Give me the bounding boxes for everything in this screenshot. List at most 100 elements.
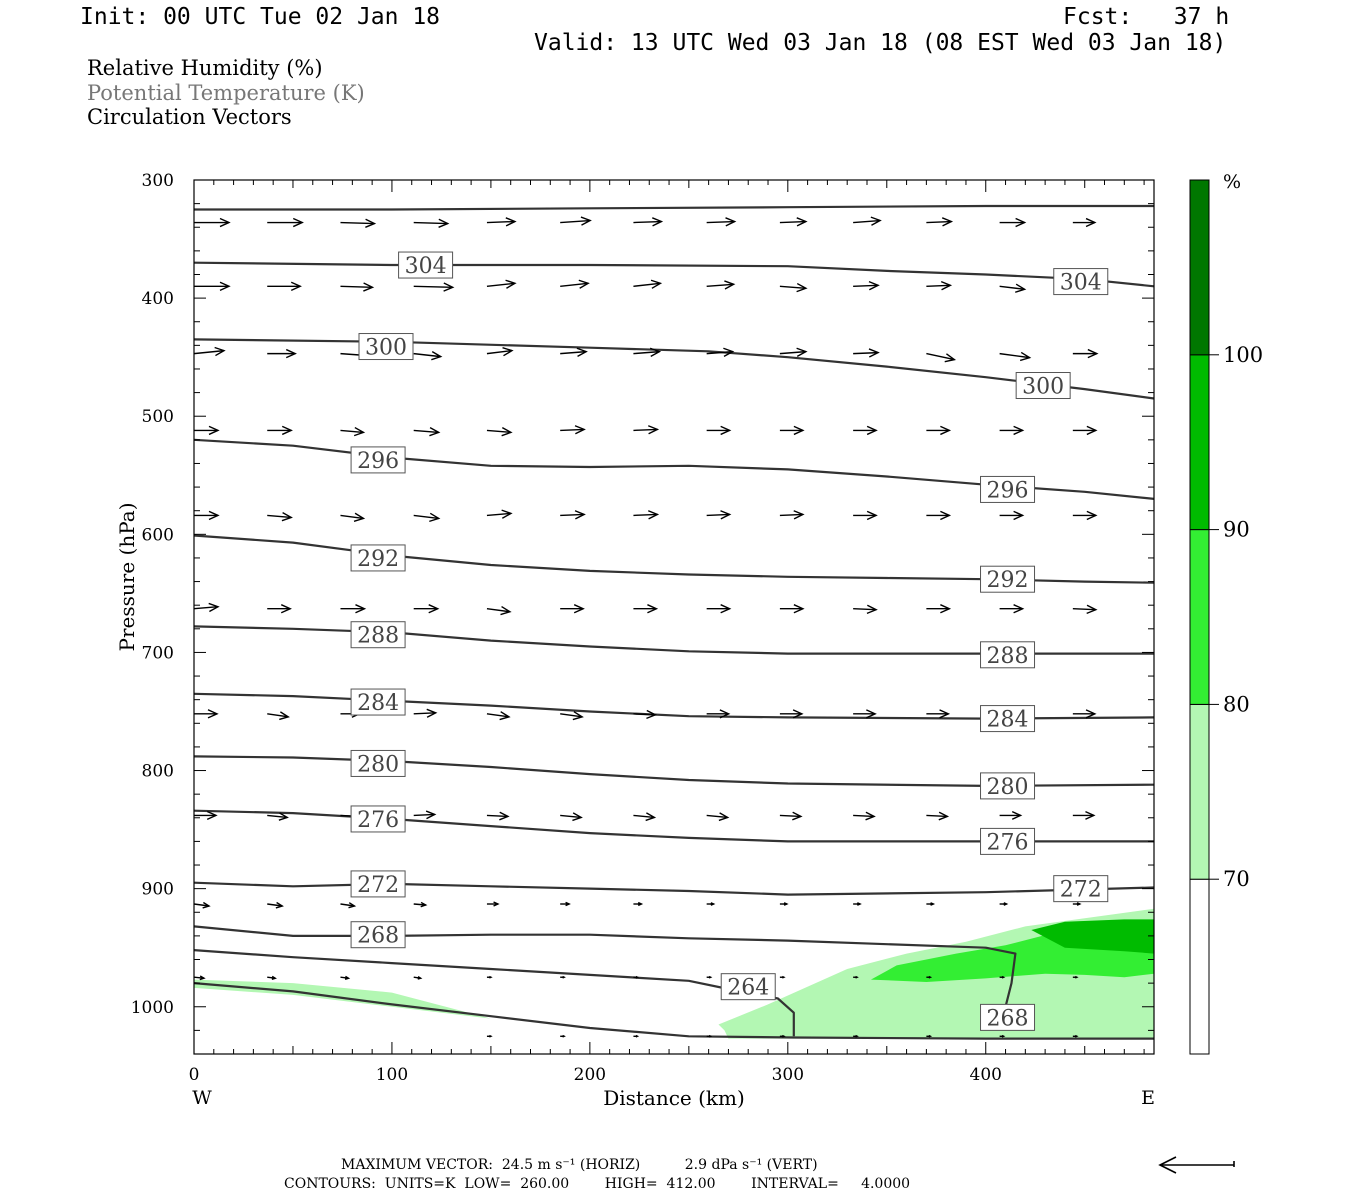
circulation-vector — [193, 901, 211, 909]
vector-head — [431, 350, 443, 361]
colorbar-segment — [1189, 878, 1210, 1055]
contour-label-288: 288 — [980, 641, 1036, 669]
circulation-vector — [1072, 902, 1082, 906]
vector-head — [429, 427, 441, 437]
vector-shaft — [926, 352, 955, 361]
circulation-vector — [706, 510, 732, 520]
vector-shaft — [560, 282, 589, 287]
vector-head — [865, 811, 876, 821]
circulation-vector — [1072, 811, 1096, 820]
circulation-vector — [706, 280, 736, 290]
circulation-vector — [194, 510, 220, 521]
vector-shaft — [413, 221, 448, 225]
vector-head — [573, 604, 585, 614]
vector-head — [348, 902, 357, 909]
vector-head — [868, 348, 880, 358]
contour-label-text: 276 — [987, 830, 1029, 855]
vector-head — [219, 217, 231, 228]
circulation-vector — [1072, 604, 1098, 615]
theta-contour-304 — [193, 261, 1155, 288]
vector-head — [940, 604, 952, 614]
vector-shaft — [560, 350, 587, 355]
vector-shaft — [779, 350, 806, 355]
vector-head — [866, 510, 878, 521]
contour-label-box — [1053, 268, 1109, 296]
y-tick-label: 1000 — [131, 998, 174, 1018]
contour-label-box — [1053, 875, 1109, 903]
circulation-vector — [999, 283, 1027, 293]
vector-shaft — [706, 513, 730, 517]
vector-head — [647, 604, 659, 614]
vector-head — [279, 711, 290, 721]
contour-label-288: 288 — [350, 621, 406, 649]
circulation-vector — [413, 282, 455, 292]
vector-head — [796, 282, 808, 293]
contour-label-box — [350, 446, 406, 474]
circulation-vector — [706, 604, 732, 614]
circulation-vector — [486, 426, 513, 437]
contour-label-300: 300 — [1015, 372, 1071, 400]
x-tick-label: 0 — [189, 1065, 200, 1085]
circulation-vector — [999, 975, 1006, 979]
vector-head — [290, 281, 302, 291]
contour-label-box — [980, 475, 1036, 503]
theta-contour-276 — [193, 809, 1154, 843]
circulation-vector — [413, 975, 423, 980]
circulation-vector — [413, 810, 437, 820]
contour-label-text: 304 — [405, 254, 447, 279]
vector-head — [637, 901, 644, 907]
contour-label-text: 272 — [1060, 878, 1102, 903]
circulation-vector — [413, 512, 441, 523]
vector-head — [782, 1034, 786, 1038]
contour-label-box — [350, 749, 406, 777]
vector-head — [417, 975, 423, 980]
vector-shaft — [633, 350, 660, 355]
vector-head — [199, 975, 206, 981]
circulation-vector — [267, 425, 293, 436]
contour-label-text: 296 — [987, 478, 1029, 503]
circulation-vector — [926, 811, 950, 821]
circulation-vector — [853, 348, 880, 358]
circulation-vector — [413, 604, 440, 614]
vector-head — [793, 604, 805, 614]
vector-head — [944, 353, 957, 363]
contour-label-box — [350, 544, 406, 572]
vector-head — [271, 975, 277, 980]
circulation-vector — [633, 604, 659, 614]
y-axis-label: Pressure (hPa) — [115, 503, 139, 652]
contour-label-296: 296 — [980, 475, 1036, 503]
colorbar-segment — [1189, 529, 1210, 705]
rh-region-90-3 — [1031, 919, 1154, 954]
circulation-vector — [633, 975, 640, 979]
circulation-vector — [486, 811, 510, 821]
vector-head — [1013, 510, 1025, 521]
circulation-vector — [706, 425, 732, 436]
circulation-vector — [926, 425, 952, 436]
max-vector-info: MAXIMUM VECTOR: 24.5 m s⁻¹ (HORIZ) 2.9 d… — [341, 1157, 818, 1173]
contour-label-text: 292 — [357, 547, 399, 572]
contour-label-296: 296 — [350, 446, 406, 474]
contour-label-304: 304 — [398, 251, 454, 279]
circulation-vector — [1072, 1034, 1079, 1038]
vector-shaft — [267, 903, 283, 907]
colorbar-segment — [1189, 354, 1210, 531]
vector-shaft — [1072, 608, 1096, 611]
vector-head — [650, 279, 663, 289]
vector-head — [940, 280, 953, 291]
vector-head — [353, 512, 366, 522]
forecast-hour: Fcst: 37 h — [1063, 4, 1230, 30]
vector-shaft — [340, 221, 375, 225]
contour-label-272: 272 — [350, 870, 406, 898]
vector-head — [207, 709, 219, 719]
vector-shaft — [486, 282, 516, 287]
circulation-vector — [560, 347, 588, 357]
vector-head — [428, 604, 440, 614]
contour-label-text: 304 — [1060, 271, 1102, 296]
vector-head — [1086, 425, 1098, 436]
y-tick-label: 500 — [142, 407, 174, 427]
vector-head — [939, 709, 951, 719]
circulation-vector — [340, 426, 366, 437]
contour-label-box — [350, 805, 406, 833]
vector-head — [855, 975, 859, 979]
vector-head — [363, 282, 375, 292]
